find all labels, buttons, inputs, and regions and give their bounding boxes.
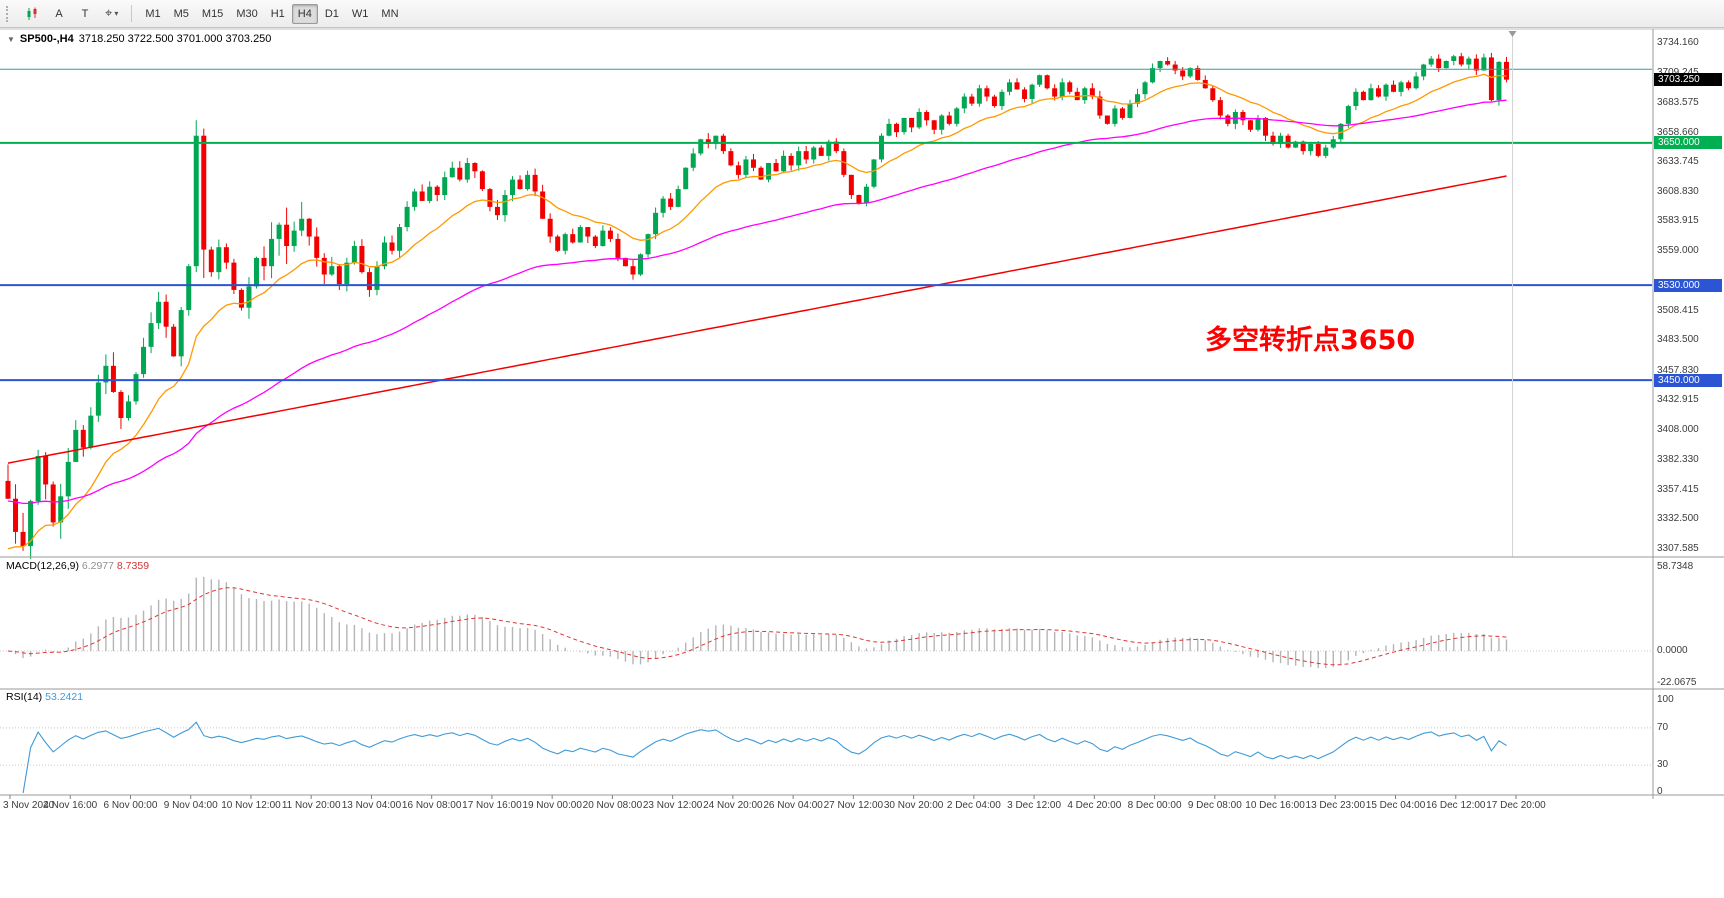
rsi-scale-label: 70 [1657, 721, 1669, 733]
time-axis-label: 3 Nov 2020 [3, 800, 55, 811]
timeframe-mn[interactable]: MN [375, 4, 404, 24]
toolbar-separator [131, 5, 133, 22]
price-axis-label: 3483.500 [1657, 334, 1699, 346]
price-badge: 3530.000 [1654, 278, 1722, 292]
time-axis-label: 3 Dec 12:00 [1007, 800, 1062, 811]
macd-main-value: 6.2977 [81, 560, 114, 572]
price-axis-label: 3633.745 [1657, 156, 1699, 168]
chart-title: ▼ SP500-,H4 3718.250 3722.500 3701.000 3… [7, 33, 271, 45]
rsi-scale-label: 100 [1657, 694, 1674, 705]
macd-scale-label: -22.0675 [1657, 676, 1697, 688]
rsi-scale-label: 0 [1657, 786, 1663, 797]
symbol-label: SP500-,H4 [19, 33, 74, 45]
price-axis-label: 3734.160 [1657, 37, 1699, 48]
ohlc-values: 3718.250 3722.500 3701.000 3703.250 [78, 33, 272, 45]
price-axis-label: 3709.245 [1657, 66, 1699, 78]
time-axis-label: 27 Nov 12:00 [823, 800, 884, 811]
annotate-a-button-label: A [55, 7, 63, 20]
text-tool-button[interactable]: T [73, 4, 97, 24]
rsi-scale-label: 30 [1657, 759, 1669, 771]
crosshair-icon: ⌖ [105, 6, 113, 21]
cursor-tool-button[interactable]: ⌖ ▾ [99, 4, 124, 24]
price-axis-label: 3357.415 [1657, 483, 1699, 495]
price-badge: 3650.000 [1654, 136, 1722, 150]
ma-slow-line [7, 175, 1507, 464]
time-axis-label: 16 Dec 12:00 [1426, 800, 1486, 811]
ma-mid-line [7, 99, 1507, 505]
price-axis-label: 3408.000 [1657, 423, 1699, 435]
timeframe-w1[interactable]: W1 [346, 4, 375, 24]
price-axis-label: 3432.915 [1657, 394, 1699, 406]
macd-histogram [14, 576, 1508, 669]
price-axis-label: 3683.575 [1657, 97, 1699, 108]
timeframe-m30[interactable]: M30 [230, 4, 263, 24]
price-axis-label: 3583.915 [1657, 215, 1699, 227]
time-axis-label: 23 Nov 12:00 [642, 800, 703, 811]
timeframe-d1[interactable]: D1 [319, 4, 345, 24]
price-axis-label: 3307.585 [1657, 543, 1699, 554]
time-axis-label: 26 Nov 04:00 [763, 800, 823, 811]
timeframe-m5[interactable]: M5 [168, 4, 195, 24]
time-axis-label: 2 Dec 04:00 [946, 800, 1001, 811]
time-axis-label: 9 Nov 04:00 [163, 800, 218, 811]
time-axis-label: 17 Nov 16:00 [462, 800, 522, 811]
time-axis-label: 17 Dec 20:00 [1486, 800, 1546, 811]
macd-signal-line [7, 587, 1507, 666]
text-tool-button-label: T [81, 7, 89, 20]
time-axis-label: 13 Dec 23:00 [1305, 800, 1366, 811]
timeframe-h4[interactable]: H4 [291, 3, 318, 24]
time-axis-label: 6 Nov 00:00 [103, 800, 158, 811]
price-axis-label: 3382.330 [1657, 454, 1699, 466]
price-axis-label: 3332.500 [1657, 513, 1699, 525]
toolbar-left-buttons: A T ⌖ ▾ [19, 4, 124, 24]
price-axis-label: 3658.660 [1657, 126, 1699, 138]
time-axis-label: 19 Nov 00:00 [522, 800, 582, 811]
chart-type-button[interactable] [19, 4, 45, 24]
price-annotation-text[interactable]: 多空转折点3650 [1205, 325, 1416, 356]
price-badge: 3450.000 [1654, 373, 1722, 387]
timeframe-m15[interactable]: M15 [196, 4, 229, 24]
time-axis-label: 24 Nov 20:00 [703, 800, 763, 811]
macd-scale-label: 58.7348 [1657, 561, 1694, 572]
timeframe-m1[interactable]: M1 [139, 4, 166, 24]
rsi-line [22, 721, 1507, 794]
time-axis-label: 10 Nov 12:00 [221, 800, 281, 811]
price-axis-label: 3559.000 [1657, 244, 1699, 256]
time-axis-label: 11 Nov 20:00 [281, 800, 341, 811]
time-axis-label: 9 Dec 08:00 [1187, 800, 1242, 811]
rsi-indicator-label: RSI(14) 53.2421 [6, 691, 83, 703]
price-axis-label: 3457.830 [1657, 364, 1699, 376]
rsi-name: RSI(14) [6, 691, 43, 703]
macd-name: MACD(12,26,9) [6, 560, 79, 572]
time-axis-label: 16 Nov 08:00 [401, 800, 462, 811]
time-axis-label: 15 Dec 04:00 [1365, 800, 1426, 811]
candlestick-series [5, 52, 1509, 559]
timeframe-buttons: M1 M5 M15 M30 H1 H4 D1 W1 MN [139, 3, 404, 24]
time-axis-label: 10 Dec 16:00 [1245, 800, 1305, 811]
time-axis-label: 30 Nov 20:00 [883, 800, 944, 811]
macd-indicator-label: MACD(12,26,9) 6.2977 8.7359 [6, 560, 149, 572]
timeframe-h1[interactable]: H1 [265, 4, 291, 24]
candles-icon [27, 7, 37, 20]
time-axis-label: 4 Nov 16:00 [43, 800, 98, 811]
chart-shift-marker[interactable] [1508, 31, 1517, 37]
time-axis-label: 8 Dec 00:00 [1127, 800, 1182, 811]
toolbar: A T ⌖ ▾ M1 M5 M15 M30 H1 H4 D1 W1 MN [0, 0, 1724, 28]
time-axis-label: 4 Dec 20:00 [1067, 800, 1122, 811]
chart-dropdown-icon[interactable]: ▼ [7, 34, 15, 44]
ma-fast-line [7, 73, 1507, 550]
macd-scale-label: 0.0000 [1657, 645, 1688, 656]
annotate-a-button[interactable]: A [47, 4, 71, 24]
macd-signal-value: 8.7359 [116, 560, 150, 572]
price-axis-label: 3608.830 [1657, 185, 1699, 197]
price-badge: 3703.250 [1654, 73, 1722, 87]
rsi-value: 53.2421 [45, 691, 84, 703]
time-axis-label: 20 Nov 08:00 [582, 800, 643, 811]
time-axis-label: 13 Nov 04:00 [341, 800, 402, 811]
dropdown-caret-icon: ▾ [114, 9, 119, 18]
price-axis-label: 3508.415 [1657, 304, 1699, 316]
toolbar-grip[interactable] [6, 5, 12, 22]
